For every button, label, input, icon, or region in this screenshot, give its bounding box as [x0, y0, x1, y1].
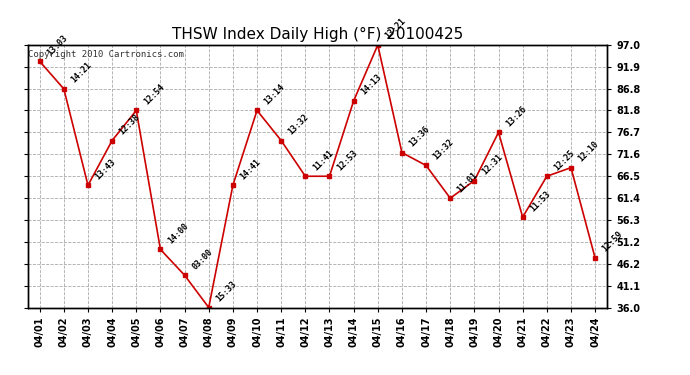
Text: 12:25: 12:25 — [553, 148, 576, 172]
Text: 11:41: 11:41 — [311, 148, 335, 172]
Text: 14:00: 14:00 — [166, 221, 190, 245]
Text: 13:32: 13:32 — [432, 137, 455, 161]
Title: THSW Index Daily High (°F) 20100425: THSW Index Daily High (°F) 20100425 — [172, 27, 463, 42]
Text: 03:00: 03:00 — [190, 247, 214, 271]
Text: 12:31: 12:31 — [480, 152, 504, 176]
Text: 13:36: 13:36 — [408, 124, 431, 148]
Text: 13:14: 13:14 — [263, 82, 286, 106]
Text: 14:41: 14:41 — [239, 157, 262, 181]
Text: 11:53: 11:53 — [529, 189, 552, 213]
Text: 12:54: 12:54 — [142, 82, 166, 106]
Text: 14:13: 14:13 — [359, 73, 383, 97]
Text: 13:32: 13:32 — [287, 112, 310, 136]
Text: Copyright 2010 Cartronics.com: Copyright 2010 Cartronics.com — [28, 50, 184, 59]
Text: 15:33: 15:33 — [215, 279, 238, 303]
Text: 12:10: 12:10 — [577, 140, 600, 164]
Text: 13:26: 13:26 — [504, 104, 528, 128]
Text: 13:03: 13:03 — [46, 33, 69, 57]
Text: 14:21: 14:21 — [70, 61, 93, 85]
Text: 12:38: 12:38 — [118, 112, 141, 136]
Text: 13:43: 13:43 — [94, 157, 117, 181]
Text: 12:59: 12:59 — [601, 230, 624, 254]
Text: 11:01: 11:01 — [456, 170, 480, 194]
Text: 13:21: 13:21 — [384, 17, 407, 41]
Text: 12:53: 12:53 — [335, 148, 359, 172]
